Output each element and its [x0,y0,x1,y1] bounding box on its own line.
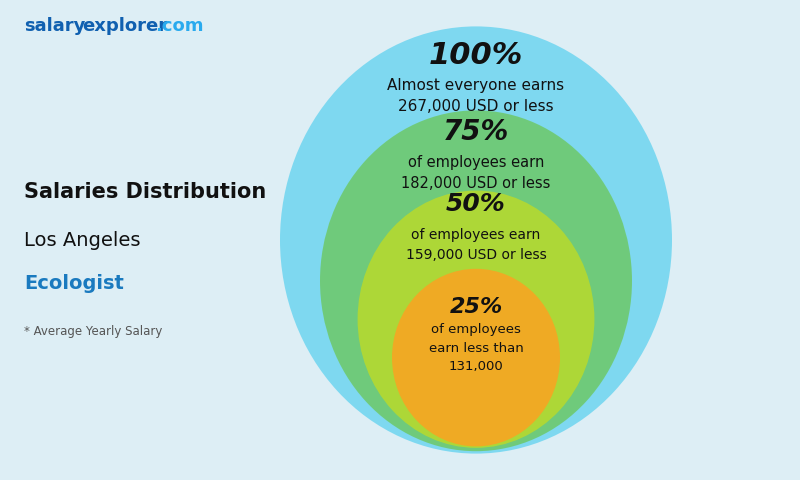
Text: Salaries Distribution: Salaries Distribution [24,182,266,202]
Text: 100%: 100% [429,41,523,70]
Text: 25%: 25% [450,297,502,317]
Ellipse shape [280,26,672,454]
Text: explorer: explorer [82,17,167,36]
Ellipse shape [392,269,560,446]
Ellipse shape [358,191,594,448]
Text: Los Angeles: Los Angeles [24,230,141,250]
Text: .com: .com [155,17,204,36]
Text: 50%: 50% [446,192,506,216]
Text: 75%: 75% [443,118,509,146]
Text: Almost everyone earns
267,000 USD or less: Almost everyone earns 267,000 USD or les… [387,78,565,114]
Ellipse shape [320,110,632,451]
Text: of employees
earn less than
131,000: of employees earn less than 131,000 [429,323,523,373]
Text: salary: salary [24,17,86,36]
Text: Ecologist: Ecologist [24,274,124,293]
Text: of employees earn
182,000 USD or less: of employees earn 182,000 USD or less [402,155,550,191]
Text: of employees earn
159,000 USD or less: of employees earn 159,000 USD or less [406,228,546,262]
Text: * Average Yearly Salary: * Average Yearly Salary [24,324,162,338]
